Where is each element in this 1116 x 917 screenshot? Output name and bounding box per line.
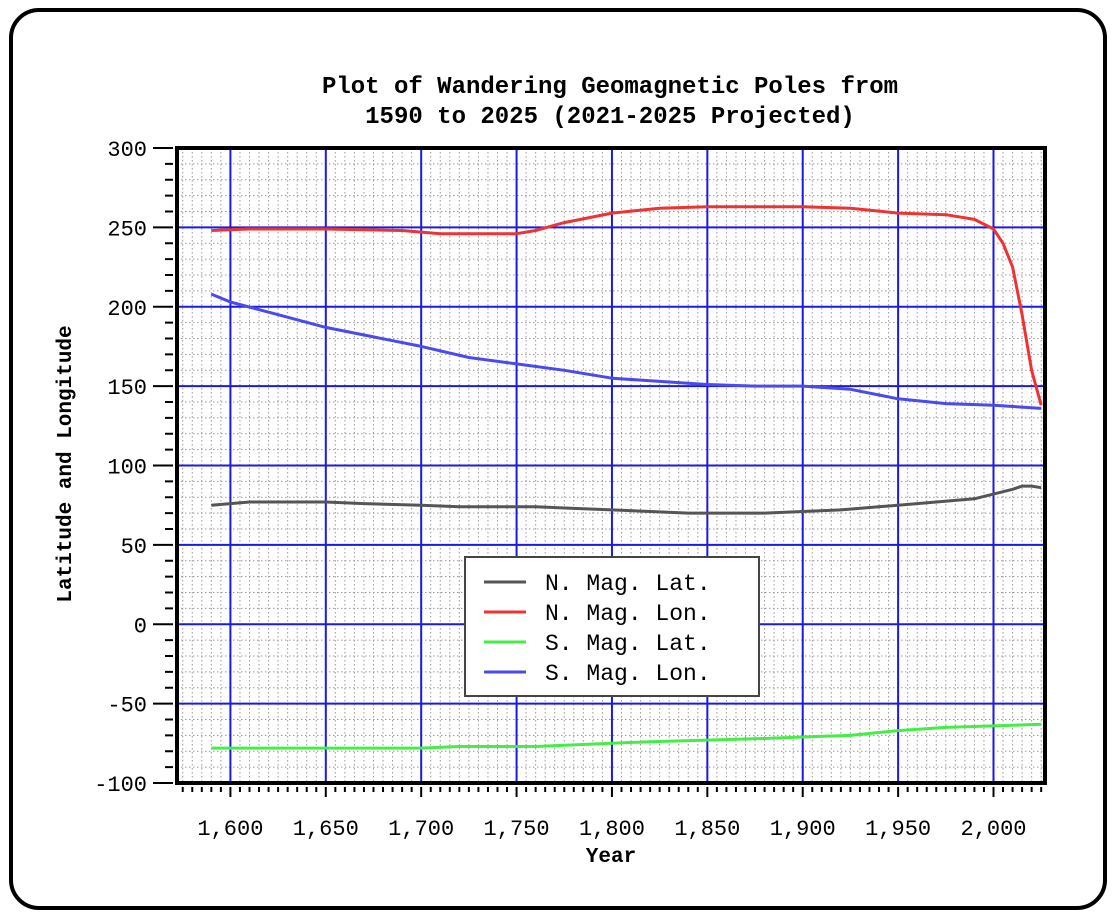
x-tick-label: 1,850: [674, 817, 740, 842]
y-tick-label: -50: [107, 694, 147, 719]
y-tick-label: 50: [121, 535, 147, 560]
legend-label: N. Mag. Lon.: [545, 601, 711, 627]
legend-label: S. Mag. Lon.: [545, 661, 711, 687]
series-line-2: [211, 205, 1043, 406]
y-tick-label: 0: [134, 614, 147, 639]
y-tick-label: 250: [107, 217, 147, 242]
y-tick-label: 100: [107, 456, 147, 481]
y-tick-label: 200: [107, 297, 147, 322]
legend-label: S. Mag. Lat.: [545, 631, 711, 657]
legend-label: N. Mag. Lat.: [545, 571, 711, 597]
chart-title-line-1: Plot of Wandering Geomagnetic Poles from: [322, 74, 898, 101]
y-tick-label: -100: [94, 773, 147, 798]
y-axis-label: Latitude and Longitude: [55, 325, 78, 602]
x-tick-label: 1,900: [770, 817, 836, 842]
axis-ticks: [153, 147, 1043, 797]
x-tick-label: 1,650: [293, 817, 359, 842]
chart-frame: [9, 8, 1107, 910]
chart-title-line-2: 1590 to 2025 (2021-2025 Projected): [365, 104, 855, 131]
series-lines: [210, 205, 1043, 750]
x-axis-label: Year: [586, 846, 636, 869]
x-tick-label: 1,950: [865, 817, 931, 842]
y-tick-labels: -100 -50 0 50 100 150 200 250 300: [94, 138, 147, 798]
plot-area-border: [175, 146, 1047, 785]
series-line-4: [210, 292, 1042, 410]
legend: N. Mag. Lat. N. Mag. Lon. S. Mag. Lat. S. M…: [464, 556, 760, 697]
x-tick-labels: 1,600 1,650 1,700 1,750 1,800 1,850 1,900 1,950…: [197, 817, 1026, 842]
y-tick-label: 300: [107, 138, 147, 163]
x-tick-label: 1,750: [484, 817, 550, 842]
x-tick-label: 1,800: [579, 817, 645, 842]
series-line-3: [211, 722, 1042, 750]
x-tick-label: 1,700: [388, 817, 454, 842]
x-tick-label: 2,000: [960, 817, 1026, 842]
x-tick-label: 1,600: [197, 817, 263, 842]
y-tick-label: 150: [107, 376, 147, 401]
series-line-1: [211, 484, 1042, 515]
